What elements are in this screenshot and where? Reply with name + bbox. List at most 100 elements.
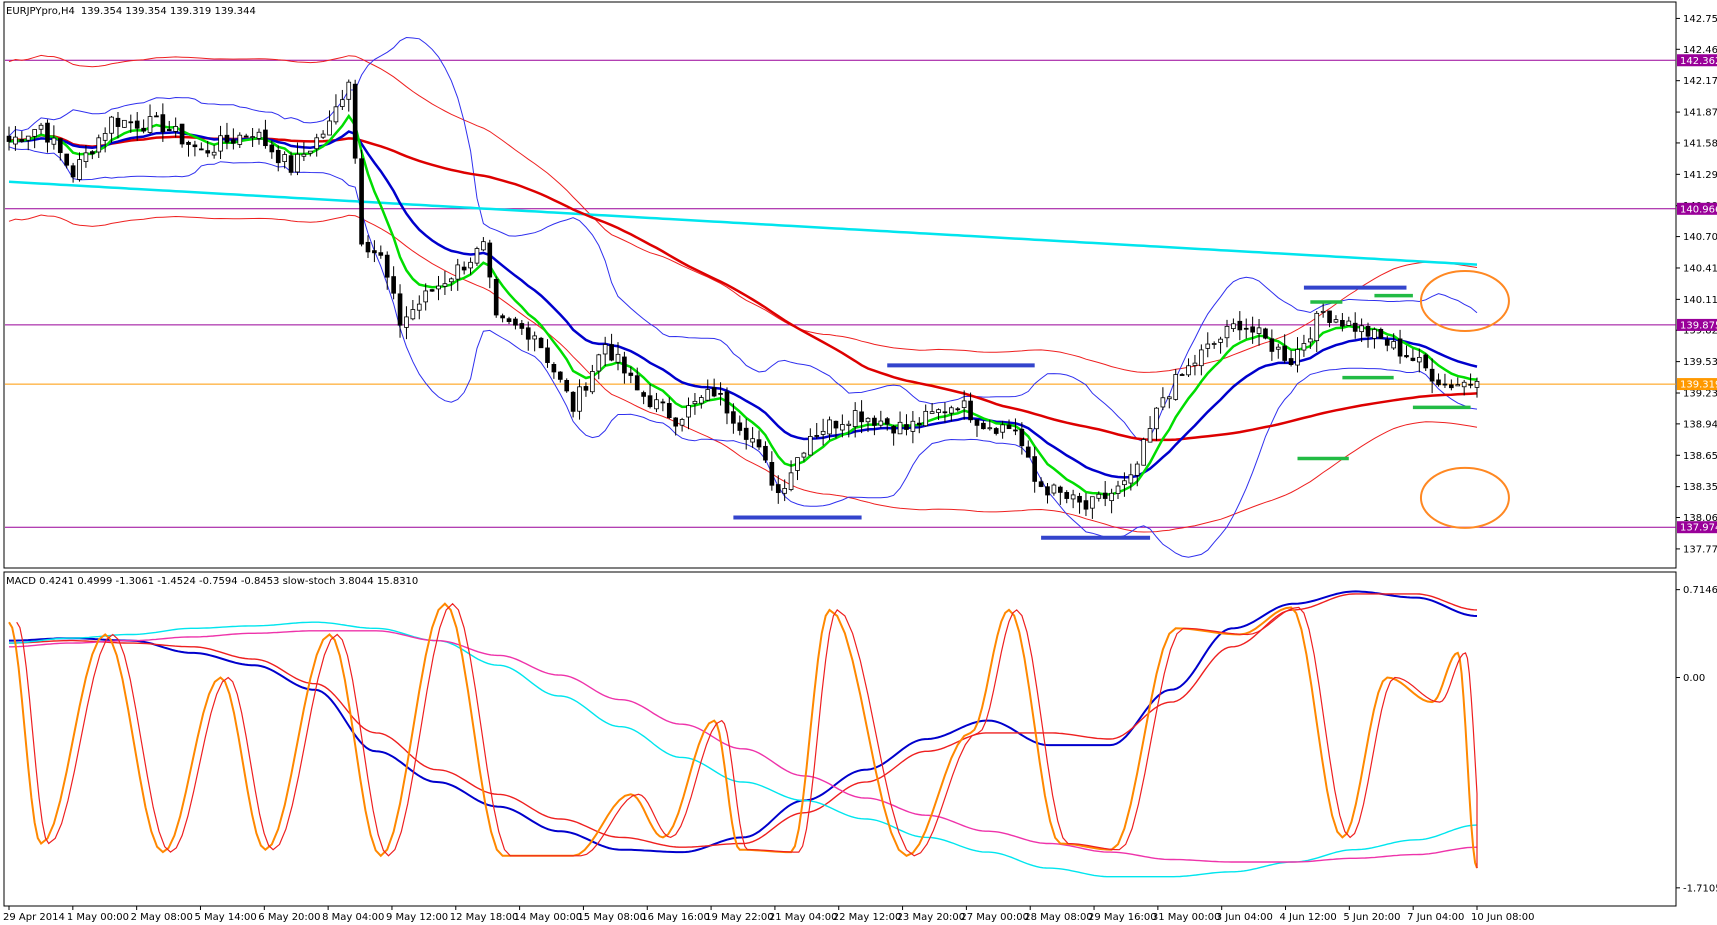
candle-body	[1243, 327, 1249, 330]
candle-body	[782, 488, 787, 494]
candle-body	[878, 420, 884, 426]
candle-body	[320, 133, 326, 138]
candle-body	[1372, 329, 1377, 339]
candle-body	[1128, 474, 1134, 484]
candle-body	[628, 372, 634, 376]
candle-body	[1461, 381, 1467, 388]
candle-body	[77, 159, 82, 180]
level-tag	[1677, 318, 1717, 331]
candle-body	[942, 411, 948, 414]
candle-body	[1070, 494, 1076, 500]
symbol-label: EURJPYpro,H4 139.354 139.354 139.319 139.…	[6, 6, 256, 17]
candle-body	[955, 408, 961, 411]
envelope-bands	[8, 54, 1478, 533]
candle-body	[1025, 446, 1031, 458]
candle-body	[295, 153, 300, 173]
candle-body	[198, 148, 204, 151]
time-tick-label: 31 May 00:00	[1152, 912, 1221, 923]
candle-body	[1397, 338, 1403, 357]
candle-body	[1314, 312, 1320, 342]
candle-body	[1269, 338, 1275, 352]
candle-body	[128, 121, 134, 124]
candle-body	[666, 403, 672, 418]
price-tick-label: 142.755	[1683, 14, 1717, 25]
candle-body	[19, 139, 25, 142]
candle-body	[750, 438, 755, 443]
candle-body	[1378, 328, 1384, 339]
candle-body	[1295, 349, 1300, 366]
candle-body	[904, 424, 909, 430]
candle-body	[391, 276, 396, 294]
candle-body	[788, 472, 794, 490]
candle-body	[923, 410, 929, 427]
candle-body	[1013, 429, 1018, 432]
candle-body	[493, 279, 499, 316]
candle-body	[602, 344, 608, 355]
candle-body	[179, 123, 185, 145]
price-tick-label: 140.115	[1683, 295, 1717, 306]
bollinger-bands	[8, 36, 1478, 558]
candle-body	[1282, 345, 1288, 361]
candle-body	[1429, 368, 1435, 382]
candle-body	[1186, 365, 1191, 376]
candle-body	[590, 371, 595, 393]
price-tick-label: 141.875	[1683, 108, 1717, 119]
candle-body	[1327, 310, 1332, 323]
price-tick-label: 140.410	[1683, 263, 1717, 274]
candle-body	[333, 106, 339, 123]
level-tag-label: 142.362	[1680, 56, 1717, 67]
candle-body	[1237, 320, 1243, 331]
indicator-tick-label: 0.00	[1683, 673, 1705, 684]
time-tick-label: 28 May 08:00	[1024, 912, 1093, 923]
time-tick-label: 12 May 18:00	[450, 912, 519, 923]
candle-body	[25, 135, 31, 141]
candle-body	[1006, 424, 1012, 430]
candle-body	[500, 315, 505, 319]
candle-body	[1045, 486, 1050, 496]
candle-body	[1102, 492, 1108, 499]
candle-body	[166, 129, 172, 132]
time-tick-label: 6 May 20:00	[258, 912, 320, 923]
time-tick-label: 16 May 16:00	[641, 912, 710, 923]
candle-body	[1160, 397, 1166, 408]
indicator-panel[interactable]: 0.7146 0.00 -1.7105 MACD 0.4241 0.4999 -1.…	[3, 571, 1717, 907]
candle-body	[384, 254, 390, 278]
highlight-circle	[1419, 269, 1510, 332]
candle-body	[468, 261, 473, 269]
candle-body	[173, 126, 178, 132]
candle-body	[237, 134, 243, 145]
candle-body	[224, 134, 230, 143]
candle-body	[1224, 325, 1230, 339]
candle-body	[538, 337, 544, 349]
candle-body	[1147, 428, 1153, 443]
candle-body	[397, 293, 403, 326]
candle-body	[372, 250, 377, 254]
candle-body	[275, 149, 281, 164]
time-tick-label: 29 Apr 2014	[3, 912, 65, 923]
candle-body	[109, 116, 114, 134]
candle-body	[481, 241, 486, 251]
candle-body	[519, 323, 525, 329]
candle-body	[327, 120, 332, 136]
price-panel[interactable]: 142.755 142.465 142.170 141.875 141.585 141.2…	[3, 1, 1717, 569]
candle-body	[365, 241, 371, 253]
candle-body	[865, 417, 871, 423]
candle-body	[737, 422, 743, 431]
candle-body	[416, 303, 422, 311]
time-tick-label: 7 Jun 04:00	[1407, 912, 1464, 923]
candle-body	[211, 151, 217, 156]
fast-ema-line	[8, 113, 1478, 496]
candle-body	[756, 439, 762, 448]
candle-body	[660, 401, 666, 404]
candle-body	[1449, 384, 1454, 389]
level-tag-label: 139.319	[1680, 380, 1717, 391]
candle-body	[641, 392, 646, 397]
candle-body	[1173, 374, 1179, 400]
candle-body	[724, 391, 730, 414]
candle-body	[160, 114, 166, 133]
candle-body	[686, 405, 691, 418]
level-tag-label: 139.875	[1680, 320, 1717, 331]
candle-body	[961, 400, 967, 408]
bollinger-upper	[8, 36, 1478, 443]
